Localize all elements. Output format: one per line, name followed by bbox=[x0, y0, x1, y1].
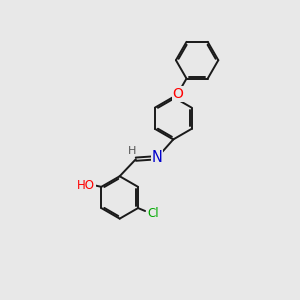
Text: Cl: Cl bbox=[148, 207, 159, 220]
Text: O: O bbox=[172, 87, 183, 101]
Text: H: H bbox=[128, 146, 136, 156]
Text: HO: HO bbox=[77, 179, 95, 192]
Text: N: N bbox=[152, 150, 163, 165]
